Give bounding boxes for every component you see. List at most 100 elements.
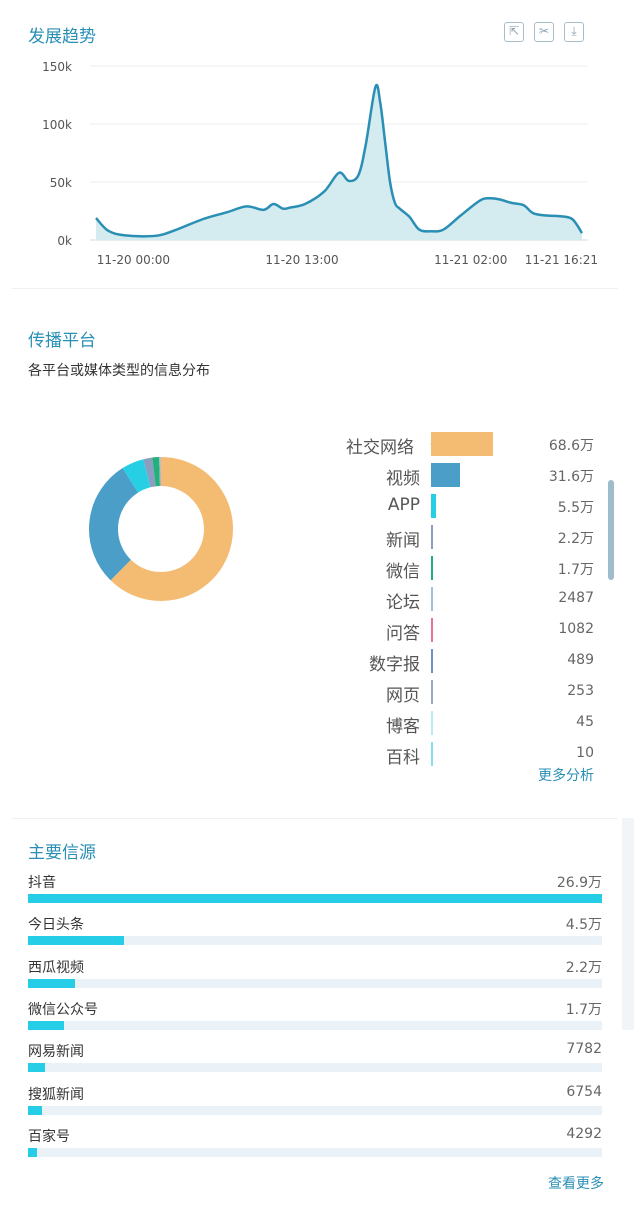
- trend-area-chart: 0k 50k 100k 150k 11-20 00:00 11-20 13:00 11-21…: [42, 60, 598, 267]
- platform-row[interactable]: 博客 45: [300, 710, 596, 737]
- platform-label: 数字报: [369, 655, 420, 675]
- platform-bar: [431, 525, 433, 549]
- x-tick-label: 11-20 00:00: [97, 253, 170, 267]
- source-value: 26.9万: [556, 875, 602, 891]
- section-divider: [12, 288, 618, 289]
- source-bar: [28, 1020, 65, 1030]
- platform-value: 45: [576, 714, 594, 730]
- source-row[interactable]: 今日头条 4.5万: [28, 914, 602, 954]
- platform-row[interactable]: 新闻 2.2万: [300, 524, 596, 551]
- source-row[interactable]: 搜狐新闻 6754: [28, 1084, 602, 1124]
- platform-label: 视频: [386, 469, 420, 489]
- donut-slice[interactable]: [122, 459, 151, 493]
- platform-value: 5.5万: [557, 500, 594, 516]
- platform-label: 论坛: [386, 593, 420, 613]
- source-name: 网易新闻: [28, 1044, 84, 1061]
- platform-bar: [431, 649, 433, 673]
- scissors-icon[interactable]: ✂: [534, 22, 554, 42]
- sources-scrollbar-track[interactable]: [622, 818, 634, 1030]
- source-row[interactable]: 网易新闻 7782: [28, 1041, 602, 1081]
- source-value: 6754: [566, 1083, 602, 1100]
- platform-value: 68.6万: [548, 438, 594, 454]
- platform-label: 问答: [386, 624, 420, 644]
- platform-row[interactable]: 微信 1.7万: [300, 555, 596, 582]
- source-bar: [28, 1105, 43, 1115]
- platform-value: 31.6万: [548, 469, 594, 485]
- platform-row[interactable]: 网页 253: [300, 679, 596, 706]
- trend-area-fill: [96, 84, 582, 240]
- source-row[interactable]: 百家号 4292: [28, 1126, 602, 1166]
- platform-bar: [431, 587, 433, 611]
- y-tick-label: 50k: [50, 176, 72, 190]
- y-tick-label: 150k: [42, 60, 72, 74]
- platform-value: 253: [567, 683, 594, 699]
- trend-line: [95, 83, 584, 238]
- source-row[interactable]: 抖音 26.9万: [28, 872, 602, 912]
- platform-bar: [431, 618, 433, 642]
- platform-bar: [431, 742, 433, 766]
- platform-row[interactable]: 视频 31.6万: [300, 462, 596, 489]
- download-icon[interactable]: ⤓: [564, 22, 584, 42]
- y-tick-label: 0k: [57, 234, 72, 248]
- sources-section-title: 主要信源: [28, 843, 96, 863]
- y-tick-label: 100k: [42, 118, 72, 132]
- view-more-link[interactable]: 查看更多: [548, 1176, 604, 1192]
- x-tick-label: 11-21 02:00: [434, 253, 507, 267]
- source-bar: [28, 1063, 45, 1073]
- platform-row[interactable]: 问答 1082: [300, 617, 596, 644]
- platform-value: 1082: [558, 621, 594, 637]
- platform-label: 微信: [386, 562, 420, 582]
- platform-label: APP: [387, 495, 420, 515]
- source-name: 搜狐新闻: [28, 1086, 84, 1103]
- platform-row[interactable]: 社交网络⌄68.6万: [300, 431, 596, 458]
- platform-section-title: 传播平台: [28, 331, 96, 351]
- platform-row[interactable]: APP 5.5万: [300, 493, 596, 519]
- platform-bar: [431, 494, 436, 518]
- source-name: 抖音: [28, 875, 56, 891]
- source-bar-track: [28, 1063, 602, 1073]
- section-divider: [12, 818, 618, 819]
- platform-row[interactable]: 论坛 2487: [300, 586, 596, 613]
- platform-list-scrollbar[interactable]: [608, 480, 614, 580]
- source-name: 微信公众号: [28, 1001, 98, 1018]
- platform-label: 百科: [386, 748, 420, 768]
- source-value: 1.7万: [565, 1001, 602, 1018]
- platform-row[interactable]: 数字报 489: [300, 648, 596, 675]
- source-value: 4.5万: [565, 917, 602, 934]
- source-bar: [28, 1147, 38, 1157]
- source-bar: [28, 936, 125, 946]
- source-value: 2.2万: [565, 959, 602, 976]
- donut-slice[interactable]: [89, 468, 139, 581]
- platform-donut-chart: [89, 457, 233, 601]
- source-bar-track: [28, 1147, 602, 1157]
- x-tick-label: 11-21 16:21: [525, 253, 598, 267]
- source-bar-track: [28, 936, 602, 946]
- source-name: 百家号: [28, 1128, 70, 1145]
- source-row[interactable]: 西瓜视频 2.2万: [28, 957, 602, 997]
- platform-label: 社交网络: [346, 438, 414, 458]
- x-tick-label: 11-20 13:00: [265, 253, 338, 267]
- source-bar: [28, 978, 75, 988]
- platform-bar: [431, 711, 433, 735]
- chart-toolbar: ⇱ ✂ ⤓: [504, 22, 584, 42]
- source-value: 4292: [566, 1125, 602, 1142]
- source-value: 7782: [566, 1041, 602, 1058]
- source-name: 西瓜视频: [28, 959, 84, 976]
- donut-slice[interactable]: [110, 457, 233, 601]
- platform-row[interactable]: 百科 10: [300, 741, 596, 768]
- platform-label: 博客: [386, 717, 420, 737]
- platform-value: 10: [576, 745, 594, 761]
- platform-value: 489: [567, 652, 594, 668]
- platform-label: 网页: [386, 686, 420, 706]
- platform-bar: [431, 463, 460, 487]
- source-bar-track: [28, 978, 602, 988]
- platform-subtitle: 各平台或媒体类型的信息分布: [28, 363, 210, 379]
- donut-slice[interactable]: [143, 457, 156, 488]
- share-icon[interactable]: ⇱: [504, 22, 524, 42]
- platform-value: 2.2万: [557, 531, 594, 547]
- trend-section-title: 发展趋势: [28, 27, 96, 47]
- source-name: 今日头条: [28, 917, 84, 934]
- platform-bar: [431, 556, 433, 580]
- more-analysis-link[interactable]: 更多分析: [538, 768, 594, 784]
- source-row[interactable]: 微信公众号 1.7万: [28, 999, 602, 1039]
